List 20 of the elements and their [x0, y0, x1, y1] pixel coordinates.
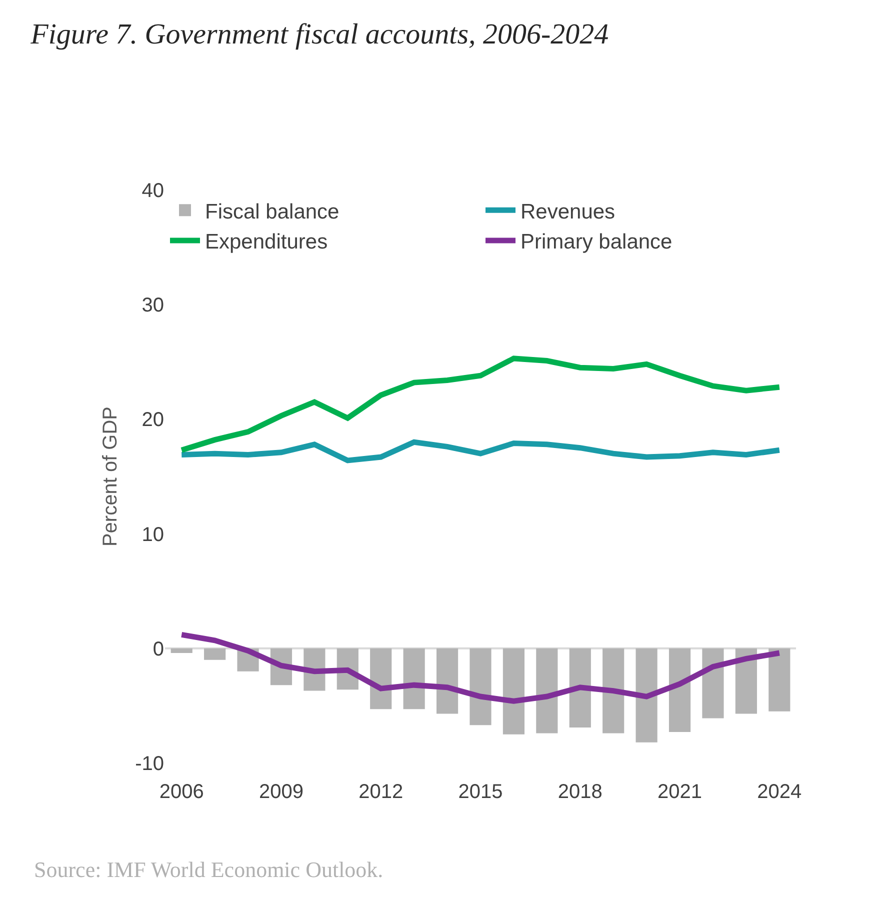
legend-label: Primary balance — [520, 230, 672, 254]
y-axis-title: Percent of GDP — [100, 406, 122, 547]
chart-title: Figure 7. Government fiscal accounts, 2006-2024 — [30, 18, 609, 50]
y-tick-label: 30 — [142, 294, 164, 317]
x-tick-label: 2012 — [358, 781, 404, 803]
source-note: Source: IMF World Economic Outlook. — [34, 857, 384, 882]
x-tick-label: 2021 — [658, 781, 702, 803]
x-tick-label: 2015 — [458, 781, 503, 803]
legend-label: Revenues — [520, 200, 616, 224]
x-tick-label: 2009 — [258, 781, 304, 803]
y-tick-label: 10 — [142, 524, 164, 546]
y-tick-label: 20 — [142, 409, 164, 432]
y-tick-label: 40 — [142, 180, 164, 202]
legend-label: Expenditures — [205, 230, 328, 254]
legend-label: Fiscal balance — [205, 200, 340, 224]
y-tick-label: 0 — [152, 638, 164, 660]
y-tick-label: -10 — [135, 753, 164, 775]
x-tick-label: 2024 — [757, 781, 802, 803]
x-tick-label: 2018 — [558, 781, 602, 803]
x-tick-label: 2006 — [159, 781, 204, 803]
